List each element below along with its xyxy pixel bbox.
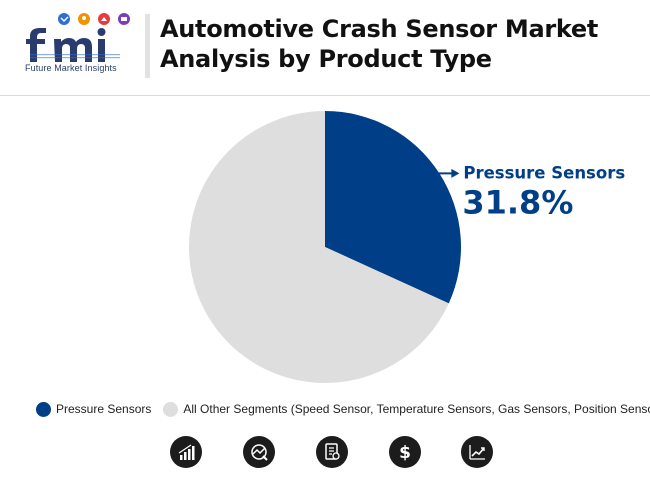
gauge-chart-icon bbox=[243, 436, 275, 468]
legend-label: All Other Segments (Speed Sensor, Temper… bbox=[183, 402, 650, 416]
header-separator bbox=[0, 95, 650, 96]
page-title: Automotive Crash Sensor Market Analysis … bbox=[160, 14, 630, 74]
title-line-1: Automotive Crash Sensor Market bbox=[160, 15, 599, 43]
title-line-2: Analysis by Product Type bbox=[160, 45, 492, 73]
pie-slice-1 bbox=[188, 111, 449, 383]
fmi-logo bbox=[26, 13, 130, 62]
footer-icon-row: $ bbox=[170, 436, 500, 470]
legend-swatch bbox=[163, 401, 179, 417]
bar-growth-icon bbox=[170, 436, 202, 468]
pie-slice-0 bbox=[325, 111, 461, 304]
callout-arrow-icon bbox=[451, 168, 460, 178]
chart-legend: Pressure Sensors All Other Segments (Spee… bbox=[36, 399, 650, 419]
legend-label: Pressure Sensors bbox=[56, 402, 152, 416]
legend-item-1: All Other Segments (Speed Sensor, Temper… bbox=[163, 401, 650, 417]
callout-value: 31.8% bbox=[462, 183, 573, 221]
header-divider bbox=[145, 14, 150, 78]
legend-item-0: Pressure Sensors bbox=[36, 401, 152, 417]
callout-label: Pressure Sensors bbox=[463, 163, 625, 182]
logo-subtitle: Future Market Insights bbox=[25, 63, 117, 73]
svg-text:$: $ bbox=[399, 443, 411, 462]
dollar-icon: $ bbox=[389, 436, 421, 468]
report-document-icon bbox=[316, 436, 348, 468]
header: Future Market Insights Automotive Crash … bbox=[0, 0, 650, 96]
line-growth-icon bbox=[461, 436, 493, 468]
legend-swatch bbox=[36, 401, 51, 417]
